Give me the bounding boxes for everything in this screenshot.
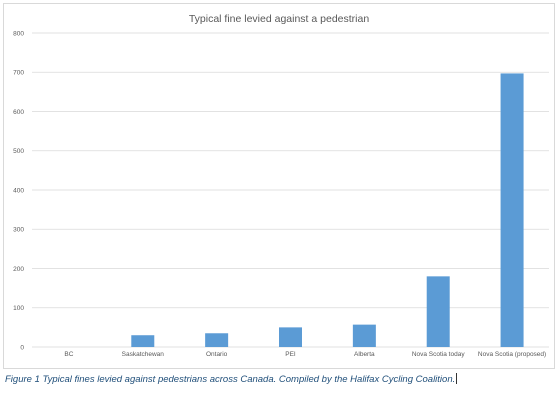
y-tick-label: 0 (20, 344, 24, 351)
y-tick-label: 700 (13, 70, 24, 77)
y-tick-label: 400 (13, 187, 24, 194)
bar (131, 335, 155, 347)
y-tick-label: 800 (13, 30, 24, 37)
bar-chart: 0 100 200 300 400 500 600 700 800 BC Saskatchewan O… (13, 30, 549, 358)
text-cursor (456, 373, 458, 384)
y-tick-label: 100 (13, 305, 24, 312)
x-tick-label: Nova Scotia (proposed) (478, 351, 546, 358)
bar (279, 327, 302, 347)
x-tick-label: Saskatchewan (122, 351, 165, 358)
bar (352, 324, 376, 347)
y-tick-label: 500 (13, 148, 24, 155)
y-tick-label: 200 (13, 266, 24, 273)
x-tick-label: Ontario (206, 351, 228, 358)
chart-frame: Typical fine levied against a pedestrian… (3, 3, 555, 369)
bar (426, 276, 450, 347)
bar (205, 333, 229, 347)
y-tick-label: 300 (13, 227, 24, 234)
x-tick-label: Nova Scotia today (412, 351, 466, 358)
figure-caption-text: Figure 1 Typical fines levied against pe… (5, 374, 456, 385)
figure-caption: Figure 1 Typical fines levied against pe… (5, 373, 458, 385)
bar (500, 73, 524, 348)
x-tick-label: Alberta (354, 351, 375, 358)
x-tick-label: BC (64, 351, 73, 358)
chart-title: Typical fine levied against a pedestrian (188, 13, 370, 25)
y-tick-label: 600 (13, 109, 24, 116)
x-tick-label: PEI (285, 351, 296, 358)
